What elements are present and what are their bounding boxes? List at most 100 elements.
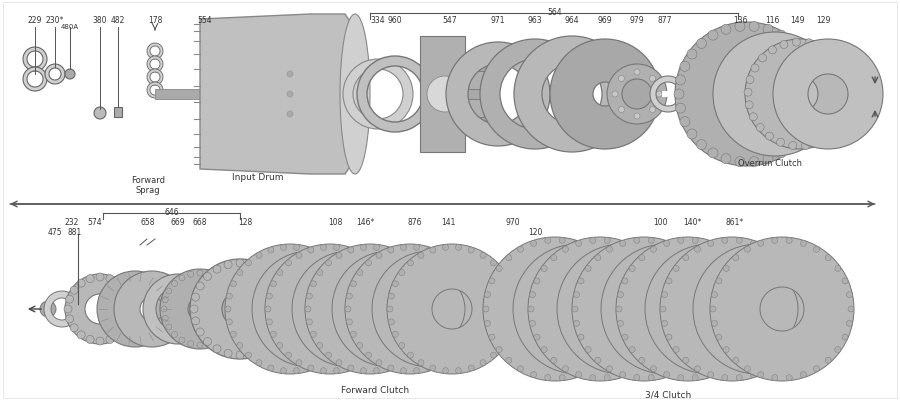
Circle shape (578, 334, 584, 340)
Bar (502, 282, 522, 294)
Circle shape (639, 357, 644, 363)
Circle shape (632, 366, 637, 372)
Circle shape (350, 281, 356, 287)
Circle shape (576, 372, 581, 378)
Circle shape (662, 241, 669, 247)
Circle shape (368, 260, 374, 266)
Circle shape (480, 253, 486, 259)
Circle shape (448, 260, 454, 266)
Wedge shape (710, 237, 854, 381)
Circle shape (336, 360, 342, 366)
Circle shape (772, 375, 778, 381)
Circle shape (842, 334, 848, 340)
Circle shape (652, 347, 659, 352)
Circle shape (438, 360, 444, 366)
Circle shape (350, 331, 356, 337)
Circle shape (424, 331, 429, 337)
Circle shape (347, 294, 354, 300)
Circle shape (338, 270, 343, 276)
Circle shape (237, 270, 243, 276)
Circle shape (468, 365, 474, 371)
Circle shape (664, 292, 670, 298)
Wedge shape (143, 274, 213, 344)
Text: 129: 129 (815, 16, 830, 25)
Circle shape (796, 320, 803, 326)
Circle shape (749, 157, 759, 167)
Circle shape (607, 247, 613, 253)
Circle shape (400, 245, 407, 251)
Circle shape (484, 320, 491, 326)
Circle shape (229, 288, 234, 294)
Circle shape (644, 357, 649, 363)
Circle shape (529, 320, 535, 326)
Circle shape (77, 279, 86, 288)
Circle shape (598, 357, 604, 363)
Circle shape (648, 375, 654, 381)
Circle shape (383, 331, 390, 337)
Circle shape (572, 306, 578, 312)
Circle shape (676, 366, 681, 372)
Circle shape (128, 305, 136, 313)
Circle shape (398, 253, 404, 259)
Circle shape (506, 331, 511, 337)
Text: 3/4 Clutch: 3/4 Clutch (645, 390, 691, 399)
Circle shape (763, 154, 773, 164)
Wedge shape (45, 65, 65, 85)
Circle shape (629, 266, 635, 272)
Circle shape (619, 292, 625, 298)
Circle shape (692, 238, 698, 244)
Circle shape (848, 306, 854, 312)
Circle shape (489, 278, 495, 284)
Circle shape (224, 350, 232, 358)
Circle shape (745, 101, 753, 109)
Circle shape (443, 245, 448, 251)
Circle shape (418, 342, 423, 348)
Circle shape (796, 292, 803, 298)
Bar (465, 118, 495, 128)
Circle shape (587, 247, 592, 253)
Circle shape (531, 372, 536, 378)
Circle shape (724, 347, 729, 352)
Circle shape (326, 260, 331, 266)
Circle shape (443, 368, 448, 374)
Circle shape (246, 352, 251, 358)
Circle shape (347, 365, 354, 371)
Circle shape (196, 328, 204, 336)
Circle shape (457, 342, 464, 348)
Circle shape (197, 270, 203, 276)
Circle shape (430, 247, 436, 253)
Text: Overrun Clutch: Overrun Clutch (738, 159, 802, 168)
Circle shape (356, 342, 363, 348)
Circle shape (673, 347, 680, 352)
Text: 861*: 861* (726, 217, 744, 227)
Circle shape (172, 281, 177, 287)
Circle shape (607, 366, 613, 372)
Circle shape (310, 281, 317, 287)
Circle shape (266, 319, 273, 325)
Circle shape (847, 320, 852, 326)
Circle shape (788, 142, 796, 150)
Circle shape (618, 372, 625, 378)
Wedge shape (65, 274, 135, 344)
Circle shape (662, 292, 668, 298)
Circle shape (651, 247, 656, 253)
Circle shape (763, 247, 769, 253)
Circle shape (722, 238, 728, 244)
Bar (502, 336, 522, 348)
Circle shape (377, 342, 383, 348)
Bar (502, 300, 522, 312)
Circle shape (115, 331, 122, 339)
Circle shape (206, 271, 212, 277)
Circle shape (418, 360, 424, 366)
Circle shape (697, 140, 706, 150)
Circle shape (162, 316, 168, 322)
Text: 108: 108 (328, 217, 342, 227)
Wedge shape (650, 77, 686, 113)
Text: 141: 141 (441, 217, 455, 227)
Circle shape (792, 278, 798, 284)
Circle shape (358, 360, 364, 366)
Circle shape (346, 365, 352, 371)
Circle shape (232, 316, 238, 322)
Circle shape (500, 270, 505, 276)
Circle shape (741, 347, 747, 352)
